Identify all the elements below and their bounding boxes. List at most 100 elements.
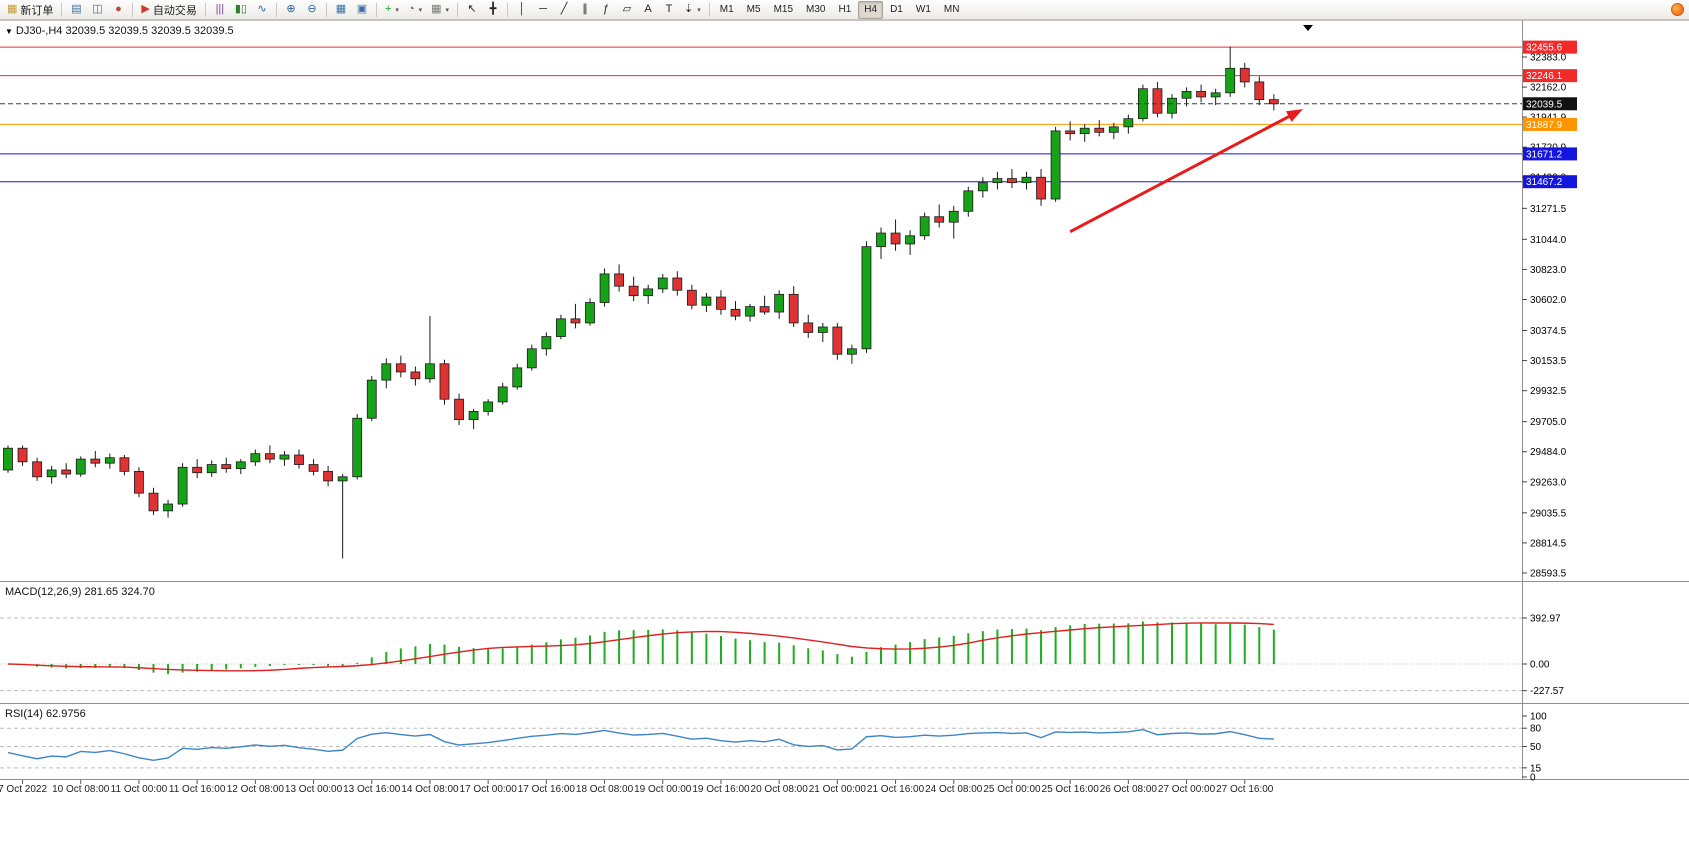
periods-button[interactable]: ◔ ▾: [404, 1, 426, 19]
rsi-name: RSI(14): [5, 708, 43, 720]
candle-body: [643, 288, 654, 297]
vertical-line-button[interactable]: │: [512, 1, 532, 19]
chart-shift-marker[interactable]: [1303, 25, 1313, 31]
candle-body: [352, 417, 363, 478]
price-axis-label: 32383.0: [1530, 53, 1567, 64]
one-click-trading-toggle[interactable]: ▼: [5, 27, 13, 36]
text-button[interactable]: A: [638, 1, 658, 19]
community-badge-icon[interactable]: [1671, 3, 1684, 16]
price-label-box[interactable]: 32039.5: [1523, 97, 1577, 111]
dropdown-caret-icon: ▾: [395, 6, 399, 14]
candle-body: [221, 464, 232, 470]
arrowhead-icon: [1285, 109, 1303, 122]
candle-body: [3, 447, 13, 471]
candle-body: [526, 348, 537, 369]
time-axis-label: 14 Oct 08:00: [401, 784, 459, 795]
candle-body: [730, 308, 741, 317]
zoom-in-button[interactable]: ⊕: [281, 1, 301, 19]
templates-button[interactable]: ▦ ▾: [427, 1, 453, 19]
indicators-button[interactable]: + ▾: [381, 1, 403, 19]
bar-chart-icon: |||: [215, 3, 225, 15]
fibonacci-button[interactable]: ƒ: [596, 1, 616, 19]
time-axis-label: 17 Oct 16:00: [518, 784, 576, 795]
toolbar-separator: [132, 2, 134, 17]
market-watch-button[interactable]: ●: [108, 1, 128, 19]
price-axis-label: 32162.0: [1530, 83, 1567, 94]
candle-body: [294, 454, 304, 465]
candle-body: [585, 302, 595, 324]
arrows-button[interactable]: ⇣ ▾: [680, 1, 705, 19]
text-label-button[interactable]: T: [659, 1, 679, 19]
candle-body: [1268, 99, 1279, 105]
dropdown-caret-icon: ▾: [445, 6, 450, 14]
candle-body: [1152, 88, 1163, 114]
price-label-box[interactable]: 31671.2: [1523, 147, 1577, 161]
toolbar-separator: [325, 2, 327, 17]
tile-windows-button[interactable]: ▦: [331, 1, 351, 19]
equidistant-channel-button[interactable]: ∥: [575, 1, 595, 19]
ohlc-values: 32039.5 32039.5 32039.5 32039.5: [65, 25, 234, 37]
price-label-box[interactable]: 31467.2: [1523, 175, 1577, 189]
candle-body: [381, 363, 392, 381]
shapes-button[interactable]: ▱: [617, 1, 637, 19]
timeframe-m30-button[interactable]: M30: [806, 4, 826, 15]
price-label-box[interactable]: 31887.9: [1523, 117, 1577, 131]
candle-body: [439, 363, 450, 400]
crosshair-button[interactable]: ╋: [483, 1, 503, 19]
time-axis-label: 19 Oct 00:00: [634, 784, 692, 795]
time-axis-label: 19 Oct 16:00: [692, 784, 750, 795]
time-axis-label: 10 Oct 08:00: [52, 784, 110, 795]
price-label-box[interactable]: 32246.1: [1523, 69, 1577, 83]
candlestick-chart-button[interactable]: ▮▯: [231, 1, 251, 19]
autotrading-button[interactable]: ▶ 自动交易: [137, 1, 200, 19]
candle-body: [672, 277, 683, 291]
candle-body: [541, 336, 552, 350]
time-axis-label: 7 Oct 2022: [0, 784, 47, 795]
toolbar-separator: [507, 2, 509, 17]
timeframe-w1-button[interactable]: W1: [915, 4, 931, 15]
timeframe-m1-button[interactable]: M1: [719, 4, 734, 15]
toolbar-separator: [61, 2, 63, 17]
toolbar-separator: [457, 2, 459, 17]
price-axis-label: 29263.0: [1530, 477, 1567, 488]
autotrading-icon: ▶: [141, 3, 150, 15]
candle-body: [963, 190, 974, 212]
timeframe-h4-button[interactable]: H4: [858, 0, 884, 19]
profiles-button[interactable]: ◫: [87, 1, 107, 19]
rsi-axis-label: 0: [1530, 773, 1536, 784]
candle-body: [1196, 91, 1206, 98]
bar-chart-button[interactable]: |||: [210, 1, 230, 19]
trendline-button[interactable]: ╱: [554, 1, 574, 19]
line-chart-button[interactable]: ∿: [252, 1, 272, 19]
time-axis-label: 26 Oct 08:00: [1100, 784, 1158, 795]
timeframe-h1-button[interactable]: H1: [838, 4, 852, 15]
timeframe-mn-button[interactable]: MN: [943, 4, 960, 15]
timeframe-d1-button[interactable]: D1: [890, 4, 903, 15]
macd-signal-value: 324.70: [121, 586, 155, 598]
macd-axis-label: 0.00: [1530, 660, 1550, 671]
arrange-windows-button[interactable]: ▣: [352, 1, 372, 19]
indicators-icon: +: [384, 3, 392, 15]
new-chart-button[interactable]: ▤: [66, 1, 86, 19]
rsi-axis-label: 100: [1530, 712, 1547, 723]
new-order-button[interactable]: ▦ 新订单: [3, 1, 57, 19]
price-label-box[interactable]: 32455.6: [1523, 40, 1577, 54]
time-axis-label: 27 Oct 16:00: [1216, 784, 1274, 795]
chart-canvas[interactable]: 32383.032162.031941.931720.931499.931271…: [0, 20, 1689, 797]
svg-text:32039.5: 32039.5: [1526, 99, 1563, 110]
timeframe-m15-button[interactable]: M15: [773, 4, 794, 15]
candle-body: [556, 318, 566, 337]
timeframe-m5-button[interactable]: M5: [746, 4, 761, 15]
candle-body: [1254, 81, 1265, 101]
time-axis-label: 27 Oct 00:00: [1158, 784, 1216, 795]
new-order-icon: ▦: [7, 3, 18, 15]
time-axis-label: 17 Oct 00:00: [460, 784, 518, 795]
trend-arrow-object[interactable]: [1069, 109, 1303, 234]
chart-area[interactable]: 32383.032162.031941.931720.931499.931271…: [0, 20, 1689, 797]
cursor-button[interactable]: ↖: [462, 1, 482, 19]
candle-body: [716, 296, 726, 310]
candle-body: [992, 178, 1003, 184]
horizontal-line-button[interactable]: ─: [533, 1, 553, 19]
candle-body: [934, 216, 945, 223]
zoom-out-button[interactable]: ⊖: [302, 1, 322, 19]
